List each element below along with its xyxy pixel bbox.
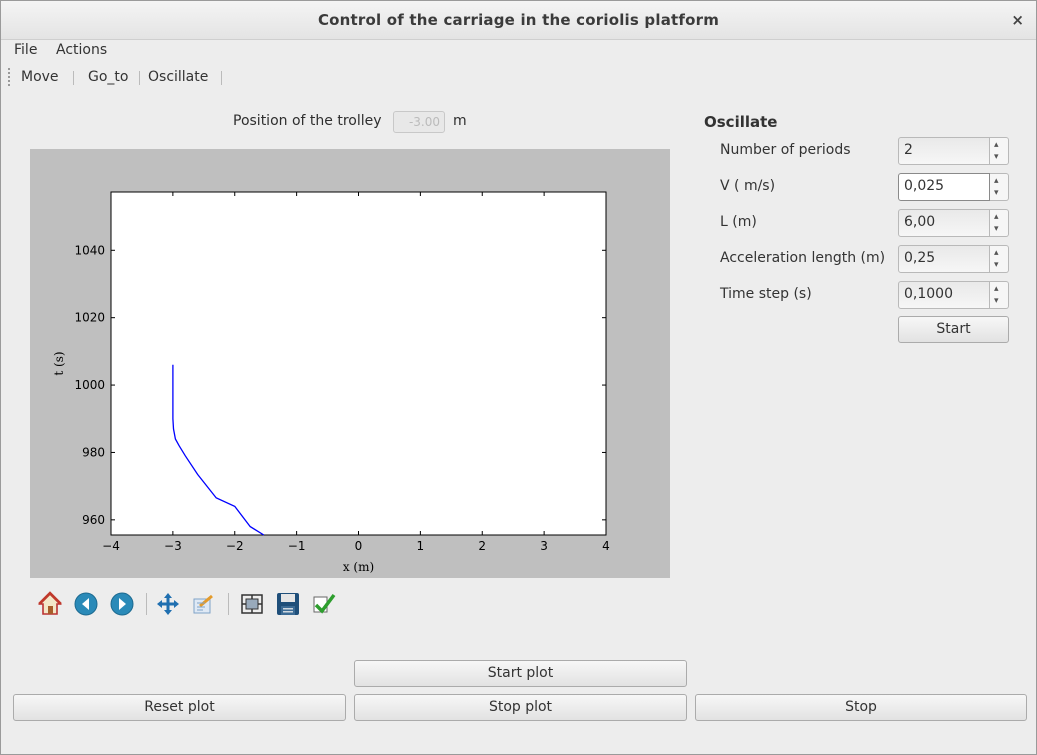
length-spinbox[interactable]: 6,00 ▴ ▾ (898, 209, 1009, 237)
y-tick-label: 1040 (74, 243, 105, 257)
home-icon[interactable] (37, 591, 63, 617)
time-step-spinbox[interactable]: 0,1000 ▴ ▾ (898, 281, 1009, 309)
toolbar-separator (146, 593, 147, 615)
zoom-icon[interactable] (191, 591, 217, 617)
x-tick-label: −2 (226, 539, 244, 553)
go-to-tool-button[interactable]: Go_to (88, 69, 129, 85)
velocity-value[interactable]: 0,025 (898, 173, 990, 201)
oscillate-start-button[interactable]: Start (898, 316, 1009, 343)
x-tick-label: −1 (288, 539, 306, 553)
x-tick-label: 2 (478, 539, 486, 553)
axes-frame (110, 191, 607, 536)
reset-plot-button[interactable]: Reset plot (13, 694, 346, 721)
y-tick-label: 980 (82, 445, 105, 459)
trolley-position-unit: m (453, 113, 467, 129)
velocity-spinbox[interactable]: 0,025 ▴ ▾ (898, 173, 1009, 201)
toolbar-separator (228, 593, 229, 615)
time-step-label: Time step (s) (720, 286, 812, 302)
configure-subplots-icon[interactable] (239, 591, 265, 617)
acceleration-length-label: Acceleration length (m) (720, 250, 886, 266)
trolley-position-display: -3.00 (393, 111, 445, 133)
chevron-up-icon[interactable]: ▴ (994, 212, 999, 222)
x-tick-label: −3 (164, 539, 182, 553)
acceleration-length-spinbox[interactable]: 0,25 ▴ ▾ (898, 245, 1009, 273)
stop-button[interactable]: Stop (695, 694, 1027, 721)
window-title: Control of the carriage in the coriolis … (317, 11, 720, 29)
chevron-down-icon[interactable]: ▾ (994, 188, 999, 198)
acceleration-length-stepper[interactable]: ▴ ▾ (990, 245, 1009, 273)
edit-check-icon[interactable] (311, 591, 337, 617)
y-axis-label: t (s) (52, 351, 66, 375)
menu-actions[interactable]: Actions (56, 42, 108, 58)
length-stepper[interactable]: ▴ ▾ (990, 209, 1009, 237)
x-tick-label: 3 (540, 539, 548, 553)
chevron-up-icon[interactable]: ▴ (994, 140, 999, 150)
periods-stepper[interactable]: ▴ ▾ (990, 137, 1009, 165)
chevron-down-icon[interactable]: ▾ (994, 224, 999, 234)
chevron-up-icon[interactable]: ▴ (994, 284, 999, 294)
start-plot-button[interactable]: Start plot (354, 660, 687, 687)
forward-icon[interactable] (109, 591, 135, 617)
time-step-stepper[interactable]: ▴ ▾ (990, 281, 1009, 309)
pan-icon[interactable] (155, 591, 181, 617)
x-tick-label: −4 (102, 539, 120, 553)
oscillate-tool-button[interactable]: Oscillate (148, 69, 209, 85)
x-tick-label: 1 (417, 539, 425, 553)
time-step-value[interactable]: 0,1000 (898, 281, 990, 309)
title-bar[interactable]: Control of the carriage in the coriolis … (1, 1, 1036, 40)
toolbar-grip[interactable] (8, 68, 10, 88)
x-tick-label: 4 (602, 539, 610, 553)
oscillate-section-title: Oscillate (704, 113, 778, 131)
velocity-stepper[interactable]: ▴ ▾ (990, 173, 1009, 201)
trajectory-line (172, 364, 265, 536)
acceleration-length-value[interactable]: 0,25 (898, 245, 990, 273)
periods-spinbox[interactable]: 2 ▴ ▾ (898, 137, 1009, 165)
y-tick-label: 1000 (74, 378, 105, 392)
stop-plot-button[interactable]: Stop plot (354, 694, 687, 721)
plot-navigation-toolbar (37, 591, 357, 619)
length-label: L (m) (720, 214, 757, 230)
toolbar-separator (73, 71, 74, 85)
plot-canvas[interactable]: −4 −3 −2 −1 0 1 2 3 4 960 980 1000 1020 1040 x (m) t (s… (30, 149, 670, 578)
x-axis-label: x (m) (343, 560, 374, 574)
x-tick-label: 0 (355, 539, 363, 553)
y-tick-label: 1020 (74, 311, 105, 325)
chevron-up-icon[interactable]: ▴ (994, 176, 999, 186)
chevron-down-icon[interactable]: ▾ (994, 260, 999, 270)
periods-value[interactable]: 2 (898, 137, 990, 165)
length-value[interactable]: 6,00 (898, 209, 990, 237)
back-icon[interactable] (73, 591, 99, 617)
trajectory-chart: −4 −3 −2 −1 0 1 2 3 4 960 980 1000 1020 1040 x (m) t (s… (52, 191, 610, 574)
menu-file[interactable]: File (14, 42, 38, 58)
save-icon[interactable] (275, 591, 301, 617)
move-tool-button[interactable]: Move (21, 69, 59, 85)
periods-label: Number of periods (720, 142, 851, 158)
close-icon[interactable]: × (1011, 11, 1024, 29)
menu-bar: File Actions (1, 39, 1036, 63)
toolbar-separator (221, 71, 222, 85)
trolley-position-label: Position of the trolley (233, 113, 382, 129)
chevron-down-icon[interactable]: ▾ (994, 152, 999, 162)
chevron-down-icon[interactable]: ▾ (994, 296, 999, 306)
toolbar-separator (139, 71, 140, 85)
chevron-up-icon[interactable]: ▴ (994, 248, 999, 258)
main-toolbar: Move Go_to Oscillate (7, 65, 307, 91)
velocity-label: V ( m/s) (720, 178, 776, 194)
y-tick-label: 960 (82, 513, 105, 527)
